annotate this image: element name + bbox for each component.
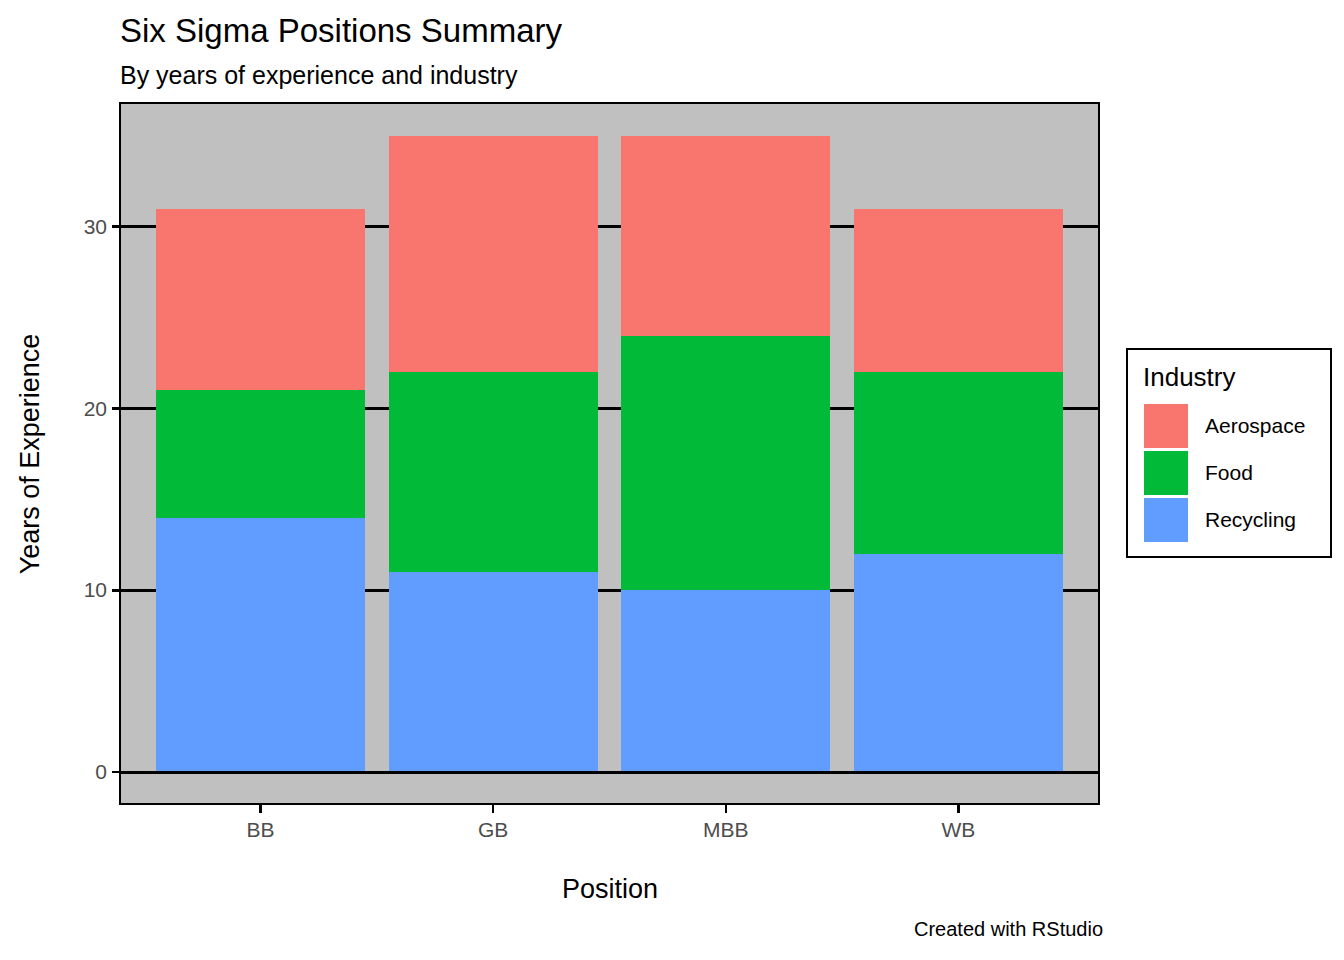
bar-segment-WB-Recycling [854,554,1063,772]
bar-segment-BB-Aerospace [156,209,365,391]
y-tick-10 [112,589,121,592]
chart-title: Six Sigma Positions Summary [120,12,562,50]
x-tick-WB [957,804,960,813]
legend-swatch-aerospace [1144,404,1188,448]
bar-segment-MBB-Food [621,336,830,591]
y-tick-label-20: 20 [47,395,107,423]
y-axis-title: Years of Experience [15,334,46,575]
legend: Industry Aerospace Food Recycling [1126,348,1332,558]
x-tick-MBB [725,804,728,813]
x-tick-label-WB: WB [888,816,1028,844]
legend-entry-recycling: Recycling [1144,498,1305,542]
bar-segment-WB-Aerospace [854,209,1063,373]
bar-segment-MBB-Aerospace [621,136,830,336]
x-tick-BB [259,804,262,813]
bar-segment-GB-Aerospace [389,136,598,372]
bar-segment-GB-Recycling [389,572,598,772]
y-tick-label-0: 0 [47,758,107,786]
x-tick-label-MBB: MBB [656,816,796,844]
bar-segment-BB-Food [156,390,365,517]
legend-entry-aerospace: Aerospace [1144,404,1305,448]
x-tick-label-GB: GB [423,816,563,844]
bar-segment-GB-Food [389,372,598,572]
legend-swatch-recycling [1144,498,1188,542]
legend-entries: Aerospace Food Recycling [1144,404,1305,545]
bar-segment-MBB-Recycling [621,590,830,772]
chart-root: Six Sigma Positions Summary By years of … [0,0,1344,960]
x-tick-GB [492,804,495,813]
chart-subtitle: By years of experience and industry [120,61,517,90]
legend-title: Industry [1143,362,1236,393]
y-tick-30 [112,225,121,228]
bar-segment-BB-Recycling [156,518,365,773]
y-tick-20 [112,407,121,410]
legend-label-recycling: Recycling [1205,508,1296,532]
y-tick-0 [112,771,121,774]
x-axis-title: Position [562,874,658,905]
legend-swatch-food [1144,451,1188,495]
y-tick-label-10: 10 [47,576,107,604]
legend-label-aerospace: Aerospace [1205,414,1305,438]
legend-entry-food: Food [1144,451,1305,495]
bar-segment-WB-Food [854,372,1063,554]
y-tick-label-30: 30 [47,213,107,241]
legend-label-food: Food [1205,461,1253,485]
chart-caption: Created with RStudio [914,918,1103,941]
zero-baseline [121,771,1098,774]
x-tick-label-BB: BB [191,816,331,844]
